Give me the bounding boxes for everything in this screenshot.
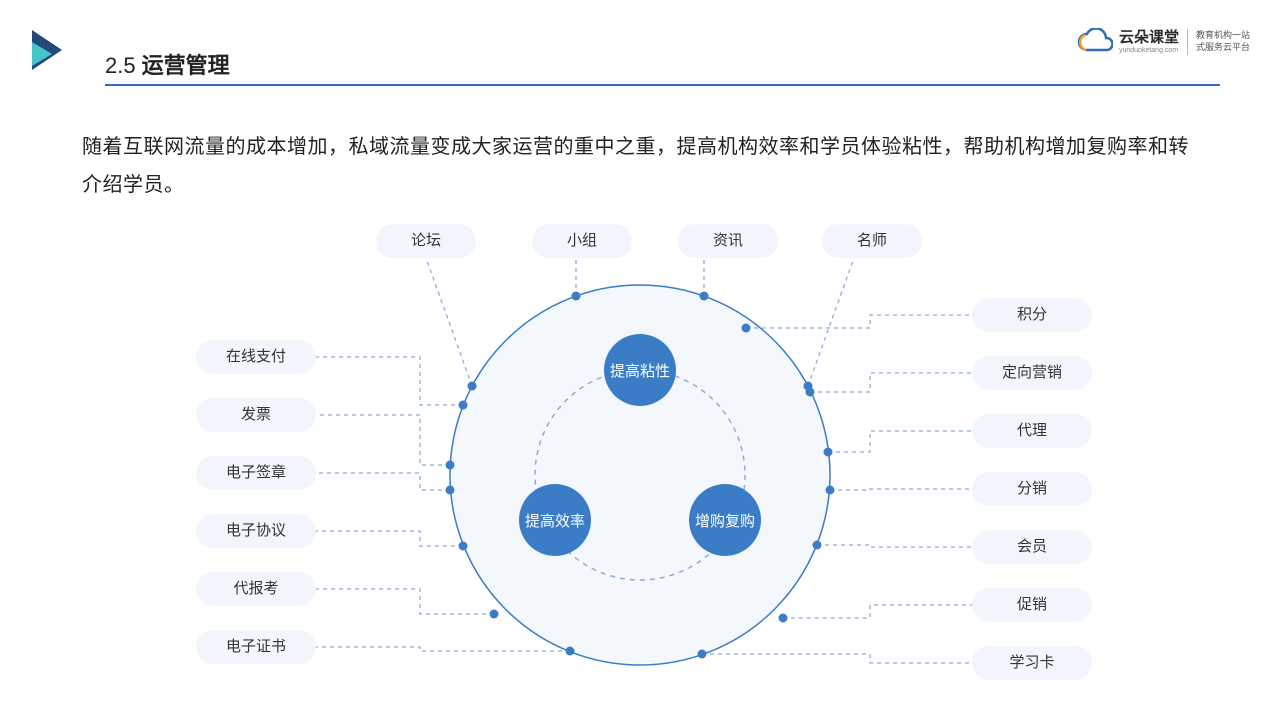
node-studycard: 学习卡 — [972, 646, 1092, 680]
node-distrib: 分销 — [972, 472, 1092, 506]
node-news: 资讯 — [678, 224, 778, 258]
logo-domain: yunduoketang.com — [1119, 47, 1179, 54]
node-eagree: 电子协议 — [196, 514, 316, 548]
node-member: 会员 — [972, 530, 1092, 564]
logo-name: 云朵课堂 — [1119, 30, 1179, 45]
section-header: 2.5 运营管理 — [105, 48, 230, 80]
logo: 云朵课堂 yunduoketang.com 教育机构一站式服务云平台 — [1077, 28, 1252, 56]
node-daibaokao: 代报考 — [196, 572, 316, 606]
hub-repurch: 增购复购 — [689, 484, 761, 556]
hub-eff: 提高效率 — [519, 484, 591, 556]
node-targeted: 定向营销 — [972, 356, 1092, 390]
node-agent: 代理 — [972, 414, 1092, 448]
section-number: 2.5 — [105, 53, 136, 79]
node-teacher: 名师 — [822, 224, 922, 258]
corner-icon — [32, 30, 72, 70]
title-underline — [105, 84, 1220, 86]
section-title: 运营管理 — [142, 48, 230, 80]
cloud-icon — [1077, 28, 1113, 56]
node-invoice: 发票 — [196, 398, 316, 432]
logo-tagline: 教育机构一站式服务云平台 — [1196, 30, 1252, 53]
hub-sticky: 提高粘性 — [604, 334, 676, 406]
node-onlinepay: 在线支付 — [196, 340, 316, 374]
node-forum: 论坛 — [376, 224, 476, 258]
node-points: 积分 — [972, 298, 1092, 332]
intro-paragraph: 随着互联网流量的成本增加，私域流量变成大家运营的重中之重，提高机构效率和学员体验… — [82, 128, 1202, 204]
node-esign: 电子签章 — [196, 456, 316, 490]
node-promo: 促销 — [972, 588, 1092, 622]
logo-divider — [1187, 29, 1188, 55]
node-group: 小组 — [532, 224, 632, 258]
node-ecert: 电子证书 — [196, 630, 316, 664]
